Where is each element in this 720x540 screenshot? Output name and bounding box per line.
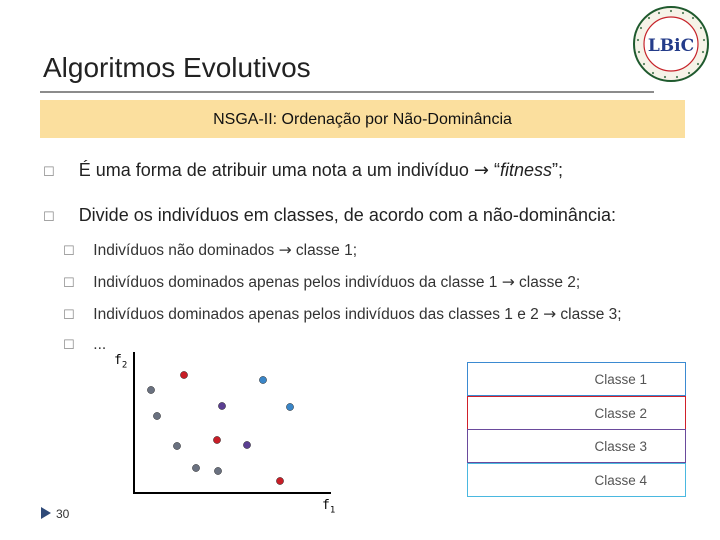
solution-point: [218, 402, 226, 410]
class-label-1: Classe 1: [594, 372, 647, 387]
subtitle-banner: NSGA-II: Ordenação por Não-Dominância: [40, 100, 685, 138]
sub-bullet-4-text: ...: [93, 336, 107, 353]
bullet-1-quote-close: ”;: [552, 160, 564, 180]
class-box-3: Classe 3: [467, 429, 686, 463]
logo-text: LBiC: [648, 36, 694, 56]
solution-point: [180, 371, 188, 379]
class-label-3: Classe 3: [594, 439, 647, 454]
bullet-1: ☐ É uma forma de atribuir uma nota a um …: [43, 160, 563, 181]
bullet-box-icon: ☐: [43, 165, 55, 180]
subtitle-text: NSGA-II: Ordenação por Não-Dominância: [213, 111, 512, 128]
title-divider: [40, 91, 654, 93]
class-box-2: Classe 2: [467, 396, 686, 430]
arrow-right-icon: →: [278, 241, 292, 259]
solution-point: [214, 467, 222, 475]
solution-point: [243, 441, 251, 449]
arrow-right-icon: →: [501, 273, 515, 291]
sub-bullet-1: ☐ Indivíduos não dominados → classe 1;: [63, 241, 357, 260]
fitness-term: fitness: [499, 160, 553, 180]
bullet-box-icon: ☐: [43, 210, 55, 225]
x-axis-label-sub: 1: [329, 505, 336, 516]
solution-point: [192, 464, 200, 472]
class-box-1: Classe 1: [467, 362, 686, 396]
class-box-4: Classe 4: [467, 463, 686, 497]
y-axis-label: f2: [114, 353, 127, 371]
x-axis-label: f1: [322, 498, 335, 516]
sub-bullet-2-class: classe 2;: [514, 274, 581, 291]
bullet-box-icon: ☐: [63, 244, 75, 259]
arrow-right-icon: →: [473, 160, 489, 181]
solution-point: [259, 376, 267, 384]
bullet-2: ☐ Divide os indivíduos em classes, de ac…: [43, 205, 616, 226]
sub-bullet-4: ☐ ...: [63, 336, 106, 354]
points-layer: [147, 371, 294, 485]
page-number: 30: [56, 507, 70, 521]
solution-point: [153, 412, 161, 420]
sub-bullet-1-text: Indivíduos não dominados: [93, 242, 279, 259]
bullet-box-icon: ☐: [63, 308, 75, 323]
bullet-box-icon: ☐: [63, 276, 75, 291]
page-marker-icon: [41, 507, 51, 519]
x-axis-label-f: f: [322, 498, 330, 513]
sub-bullet-2-text: Indivíduos dominados apenas pelos indiví…: [93, 274, 502, 291]
sub-bullet-2: ☐ Indivíduos dominados apenas pelos indi…: [63, 273, 580, 292]
solution-point: [286, 403, 294, 411]
arrow-right-icon: →: [543, 305, 557, 323]
solution-point: [147, 386, 155, 394]
solution-point: [173, 442, 181, 450]
bullet-2-text: Divide os indivíduos em classes, de acor…: [78, 205, 616, 225]
bullet-box-icon: ☐: [63, 338, 75, 353]
sub-bullet-1-class: classe 1;: [291, 242, 358, 259]
class-label-4: Classe 4: [594, 473, 647, 488]
y-axis-label-sub: 2: [121, 360, 128, 371]
bullet-1-text: É uma forma de atribuir uma nota a um in…: [78, 160, 474, 180]
sub-bullet-3: ☐ Indivíduos dominados apenas pelos indi…: [63, 305, 622, 324]
lbic-logo: LBiC: [631, 4, 711, 84]
y-axis-label-f: f: [114, 353, 122, 368]
solution-point: [213, 436, 221, 444]
sub-bullet-3-text: Indivíduos dominados apenas pelos indiví…: [93, 306, 544, 323]
slide-title: Algoritmos Evolutivos: [43, 52, 311, 83]
sub-bullet-3-class: classe 3;: [556, 306, 622, 323]
class-label-2: Classe 2: [594, 406, 647, 421]
solution-point: [276, 477, 284, 485]
bullet-1-quote-open: “: [488, 160, 500, 180]
